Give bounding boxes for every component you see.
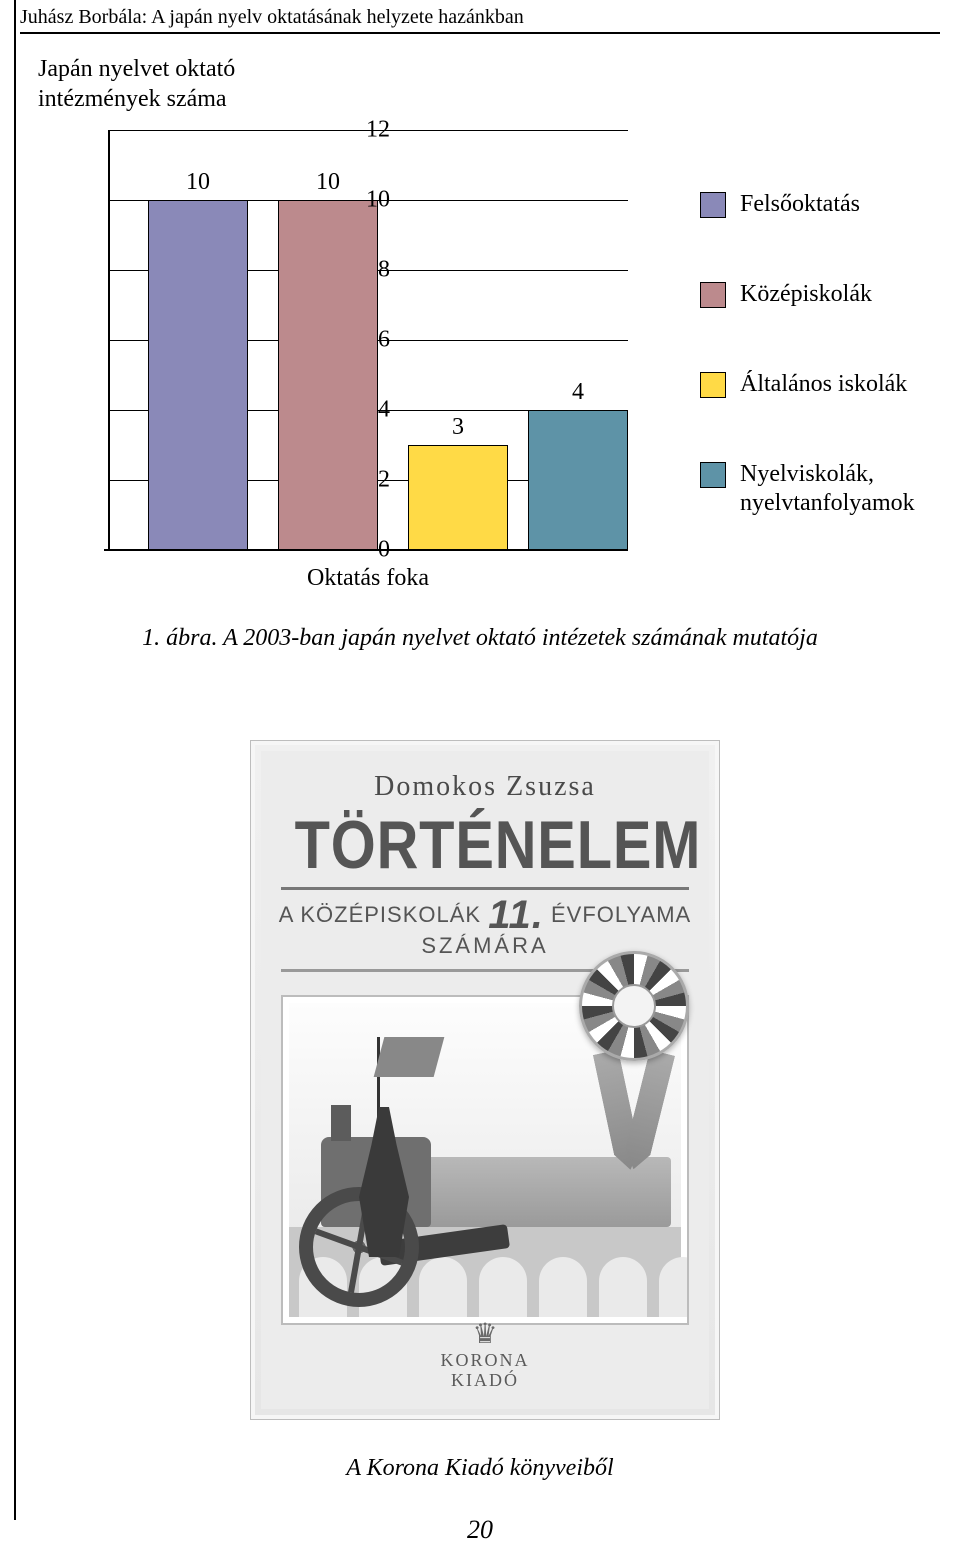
bar-value-label: 4 [572,379,584,406]
legend-swatch [700,462,726,488]
chart-y-axis-title: Japán nyelvet oktató intézmények száma [38,54,235,114]
bar [148,200,248,550]
y-tick-label: 6 [350,327,390,354]
chart-title-line2: intézmények száma [38,86,227,112]
book-subtitle-line1: A KÖZÉPISKOLÁK 11. ÉVFOLYAMA [261,893,709,938]
person-silhouette [359,1107,409,1257]
y-tick-label: 0 [350,537,390,564]
book-title: TÖRTÉNELEM [295,806,676,884]
publisher-crown-icon: ♛ [261,1317,709,1351]
arch [599,1257,647,1317]
legend-item: Nyelviskolák, nyelvtanfolyamok [700,460,960,518]
legend-item: Középiskolák [700,280,960,309]
bar [408,445,508,550]
publisher-name: KORONA KIADÓ [261,1350,709,1391]
y-tick-label: 4 [350,397,390,424]
bar-value-label: 10 [316,169,340,196]
publisher-line2: KIADÓ [451,1370,519,1390]
bar-value-label: 10 [186,169,210,196]
legend-swatch [700,372,726,398]
book-divider-1 [281,887,689,890]
bar-value-label: 3 [452,414,464,441]
legend-swatch [700,192,726,218]
chart-title-line1: Japán nyelvet oktató [38,56,235,82]
legend-label: Nyelviskolák, nyelvtanfolyamok [740,460,915,518]
arch [419,1257,467,1317]
publisher-line1: KORONA [440,1350,529,1370]
page-number: 20 [0,1515,960,1545]
bar [278,200,378,550]
y-tick-label: 12 [350,117,390,144]
liberty-figure [329,1077,429,1257]
legend-item: Felsőoktatás [700,190,960,219]
legend-label: Középiskolák [740,280,872,309]
book-author: Domokos Zsuzsa [261,771,709,803]
arch [479,1257,527,1317]
running-head: Juhász Borbála: A japán nyelv oktatásána… [20,6,524,29]
arch [659,1257,689,1317]
book-cover: Domokos Zsuzsa TÖRTÉNELEM A KÖZÉPISKOLÁK… [250,740,720,1420]
left-margin-rule [14,0,16,1520]
legend-label: Felsőoktatás [740,190,860,219]
y-tick-label: 2 [350,467,390,494]
bar [528,410,628,550]
bar-chart: 101034 Oktatás foka FelsőoktatásKözépisk… [60,130,920,580]
rosette-icon [579,951,689,1061]
book-subtitle-suffix: ÉVFOLYAMA [551,902,691,927]
book-caption: A Korona Kiadó könyveiből [0,1455,960,1482]
train-cars [411,1157,671,1227]
figure-caption: 1. ábra. A 2003-ban japán nyelvet oktató… [0,625,960,652]
y-tick-label: 8 [350,257,390,284]
legend-item: Általános iskolák [700,370,960,399]
y-tick-label: 10 [350,187,390,214]
book-grade-number: 11. [488,893,544,937]
book-subtitle-prefix: A KÖZÉPISKOLÁK [279,902,481,927]
legend-swatch [700,282,726,308]
arch [539,1257,587,1317]
header-rule [20,32,940,34]
x-axis-title: Oktatás foka [108,565,628,592]
book-inner: Domokos Zsuzsa TÖRTÉNELEM A KÖZÉPISKOLÁK… [261,751,709,1409]
flag [374,1037,445,1077]
legend-label: Általános iskolák [740,370,907,399]
page: Juhász Borbála: A japán nyelv oktatásána… [0,0,960,1557]
